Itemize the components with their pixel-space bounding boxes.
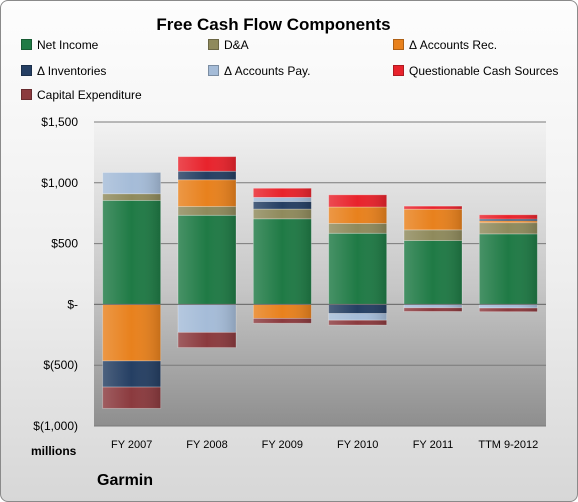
bar-shading: [102, 193, 161, 201]
y-tick-label: $-: [67, 297, 78, 311]
x-tick-label: FY 2007: [111, 439, 152, 451]
bar-shading: [404, 209, 462, 230]
chart-title: Free Cash Flow Components: [156, 15, 391, 34]
bar-shading: [253, 218, 312, 305]
bar-shading: [328, 223, 387, 234]
bar-shading: [178, 156, 236, 172]
bar-shading: [404, 240, 462, 305]
bar-shading: [404, 307, 462, 312]
y-tick-label: $(1,000): [33, 419, 78, 433]
bar-shading: [178, 171, 236, 180]
legend-item-delta-accounts-rec: Δ Accounts Rec.: [393, 38, 497, 52]
legend-label: D&A: [224, 38, 249, 52]
bar-shading: [253, 188, 312, 198]
bar-shading: [479, 220, 538, 223]
y-tick-label: $1,000: [41, 176, 78, 190]
bar-shading: [102, 360, 161, 388]
bar-shading: [178, 206, 236, 216]
legend-item-delta-accounts-pay: Δ Accounts Pay.: [208, 64, 311, 78]
x-tick-label: FY 2011: [413, 439, 454, 451]
company-label: Garmin: [97, 472, 154, 489]
bar-shading: [328, 233, 387, 305]
units-label: millions: [31, 444, 77, 458]
bar-shading: [328, 304, 387, 314]
bar-shading: [328, 313, 387, 321]
bar-shading: [253, 209, 312, 219]
legend-item-d-a: D&A: [208, 38, 249, 52]
bar-shading: [404, 304, 462, 308]
bar-shading: [102, 387, 161, 409]
legend-item-delta-inventories: Δ Inventories: [21, 64, 106, 78]
bar-shading: [479, 233, 538, 305]
bar-shading: [178, 304, 236, 333]
bar-shading: [479, 304, 538, 309]
bar-shading: [404, 229, 462, 241]
legend-swatch: [21, 65, 32, 76]
bar-shading: [404, 206, 462, 210]
legend-label: Δ Accounts Rec.: [409, 38, 498, 52]
legend-swatch: [393, 39, 404, 50]
bar-shading: [102, 304, 161, 361]
bar-shading: [328, 194, 387, 207]
bar-shading: [253, 318, 312, 324]
bar-shading: [178, 332, 236, 348]
x-tick-label: FY 2008: [186, 439, 227, 451]
bar-shading: [102, 200, 161, 305]
legend-label: Capital Expenditure: [37, 88, 142, 102]
legend-label: Δ Inventories: [37, 64, 107, 78]
legend-label: Δ Accounts Pay.: [224, 64, 311, 78]
bar-shading: [253, 197, 312, 202]
bar-shading: [178, 179, 236, 207]
legend-swatch: [21, 39, 32, 50]
legend-swatch: [393, 65, 404, 76]
y-tick-label: $1,500: [41, 115, 78, 129]
bar-shading: [479, 222, 538, 234]
legend-item-capital-expenditure: Capital Expenditure: [21, 88, 142, 102]
legend-swatch: [208, 39, 219, 50]
bar-shading: [253, 201, 312, 210]
legend-item-questionable-cash-sources: Questionable Cash Sources: [393, 64, 558, 78]
legend-item-net-income: Net Income: [21, 38, 98, 52]
legend-label: Questionable Cash Sources: [409, 64, 559, 78]
bar-shading: [178, 215, 236, 305]
legend-swatch: [21, 89, 32, 100]
bar-shading: [479, 214, 538, 220]
bar-shading: [102, 172, 161, 194]
x-tick-label: FY 2010: [337, 439, 378, 451]
bar-shading: [328, 206, 387, 224]
y-tick-label: $(500): [43, 358, 78, 372]
x-tick-label: TTM 9-2012: [478, 439, 538, 451]
bar-shading: [479, 308, 538, 312]
legend-label: Net Income: [37, 38, 99, 52]
plot-background: [94, 122, 546, 426]
legend-swatch: [208, 65, 219, 76]
x-tick-label: FY 2009: [262, 439, 303, 451]
y-tick-label: $500: [51, 237, 78, 251]
bar-shading: [253, 304, 312, 319]
bar-shading: [328, 320, 387, 326]
bar-shading: [479, 219, 538, 221]
